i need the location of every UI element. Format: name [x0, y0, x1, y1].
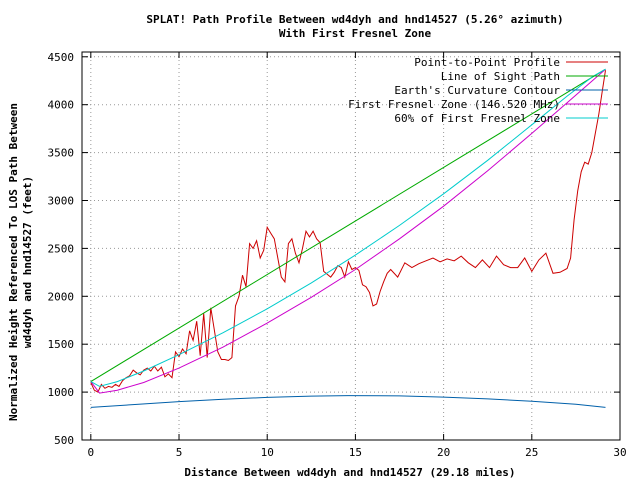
x-tick-label: 30	[613, 446, 626, 459]
series-layer	[90, 68, 606, 408]
y-tick-label: 4000	[48, 99, 75, 112]
legend-label-1: Point-to-Point Profile	[414, 56, 560, 69]
legend-label-3: Earth's Curvature Contour	[394, 84, 560, 97]
series-line-2	[90, 68, 606, 383]
y-tick-label: 4500	[48, 51, 75, 64]
chart-title: SPLAT! Path Profile Between wd4dyh and h…	[146, 13, 563, 26]
y-tick-label: 3000	[48, 194, 75, 207]
series-line-5	[90, 68, 606, 387]
plot-frame	[81, 51, 621, 441]
y-axis-label-line-2: wd4dyh and hnd14527 (feet)	[21, 176, 34, 348]
y-tick-label: 500	[54, 434, 74, 447]
legend-label-5: 60% of First Fresnel Zone	[394, 112, 560, 125]
y-tick-label: 1000	[48, 386, 75, 399]
x-tick-label: 0	[88, 446, 95, 459]
x-tick-label: 20	[437, 446, 450, 459]
y-tick-label: 3500	[48, 147, 75, 160]
series-line-1	[90, 70, 606, 393]
chart-subtitle: With First Fresnel Zone	[279, 27, 432, 40]
y-tick-label: 2500	[48, 242, 75, 255]
legend-label-2: Line of Sight Path	[441, 70, 560, 83]
y-tick-label: 2000	[48, 290, 75, 303]
x-tick-label: 25	[525, 446, 538, 459]
y-axis-label-line-1: Normalized Height Referenced To LOS Path…	[7, 103, 20, 421]
x-tick-label: 5	[176, 446, 183, 459]
x-tick-label: 10	[261, 446, 274, 459]
axes: 0 5 10 15 20 25 30 500 1000 1500 2000 2500 3000 3500 4…	[48, 51, 627, 459]
x-axis-label: Distance Between wd4dyh and hnd14527 (29…	[184, 466, 515, 479]
legend-label-4: First Fresnel Zone (146.520 MHz)	[348, 98, 560, 111]
series-line-3	[90, 395, 606, 408]
y-tick-label: 1500	[48, 338, 75, 351]
x-tick-label: 15	[349, 446, 362, 459]
series-line-4	[90, 68, 606, 394]
